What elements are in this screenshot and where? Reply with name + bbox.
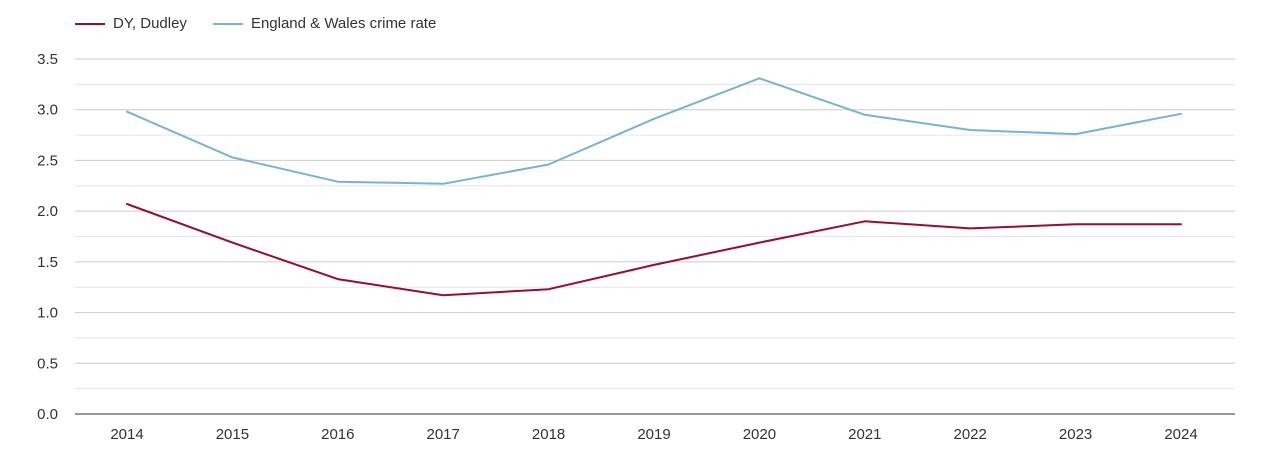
series-layer xyxy=(126,77,1182,297)
x-tick-label: 2022 xyxy=(954,426,987,443)
y-tick-label: 3.5 xyxy=(37,51,58,68)
x-tick-label: 2015 xyxy=(216,426,249,443)
x-tick-label: 2019 xyxy=(637,426,670,443)
legend-item-england-wales[interactable]: England & Wales crime rate xyxy=(212,15,437,32)
x-tick-label: 2023 xyxy=(1059,426,1092,443)
x-tick-label: 2018 xyxy=(532,426,565,443)
y-tick-label: 2.0 xyxy=(37,203,58,220)
y-tick-label: 0.5 xyxy=(37,355,58,372)
legend-item-dudley[interactable]: DY, Dudley xyxy=(75,15,187,32)
axis-layer: 0.0 0.5 1.0 1.5 2.0 2.5 3.0 3.5 2014 2015 2016 2017… xyxy=(37,51,1235,443)
x-tick-label: 2021 xyxy=(848,426,881,443)
legend-label-dudley: DY, Dudley xyxy=(113,15,187,32)
legend-swatch-england-wales xyxy=(212,22,243,25)
x-tick-label: 2016 xyxy=(321,426,354,443)
y-tick-label: 1.0 xyxy=(37,305,58,322)
series-line-dudley xyxy=(126,203,1182,297)
y-tick-label: 3.0 xyxy=(37,102,58,119)
y-tick-label: 0.0 xyxy=(37,406,58,423)
x-tick-label: 2020 xyxy=(743,426,776,443)
x-tick-label: 2014 xyxy=(110,426,143,443)
chart-legend: DY, Dudley England & Wales crime rate xyxy=(75,15,436,32)
y-tick-label: 2.5 xyxy=(37,152,58,169)
x-tick-label: 2017 xyxy=(427,426,460,443)
grid-layer xyxy=(75,58,1235,390)
series-line-england-wales xyxy=(126,77,1182,185)
y-tick-label: 1.5 xyxy=(37,254,58,271)
legend-swatch-dudley xyxy=(75,22,105,25)
x-tick-label: 2024 xyxy=(1164,426,1197,443)
legend-label-england-wales: England & Wales crime rate xyxy=(250,15,437,32)
